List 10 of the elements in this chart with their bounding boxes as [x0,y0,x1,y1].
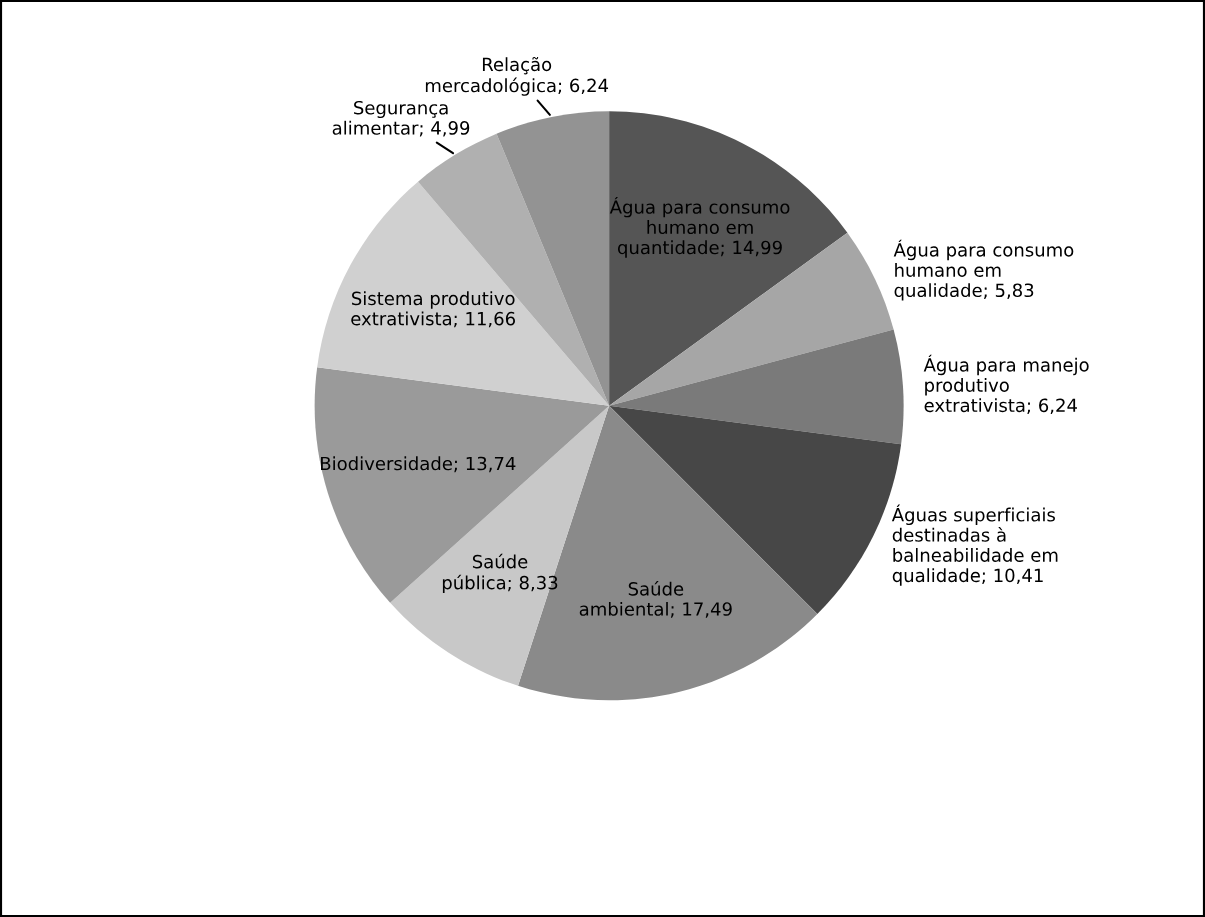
slice-label: Água para consumo humano em qualidade; 5,83 [893,239,1074,301]
slice-label: Biodiversidade; 13,74 [321,456,516,473]
slice-label: Águas superficiais destinadas à balneabilidade em qualidade; 10,41 [891,504,1058,586]
slice-label: Relação mercadológica; 6,24 [425,56,609,96]
slice-label: Saúde pública; 8,33 [442,553,558,593]
slice-label: Água para manejo produtivo extrativista; 6,24 [923,354,1089,414]
slice-label: Saúde ambiental; 17,49 [579,580,732,618]
slice-label: Água para consumo humano em quantidade; 14,99 [609,196,790,258]
slice-label: Segurança alimentar; 4,99 [332,100,470,137]
slice-label: Sistema produtivo extrativista; 11,66 [351,291,516,328]
